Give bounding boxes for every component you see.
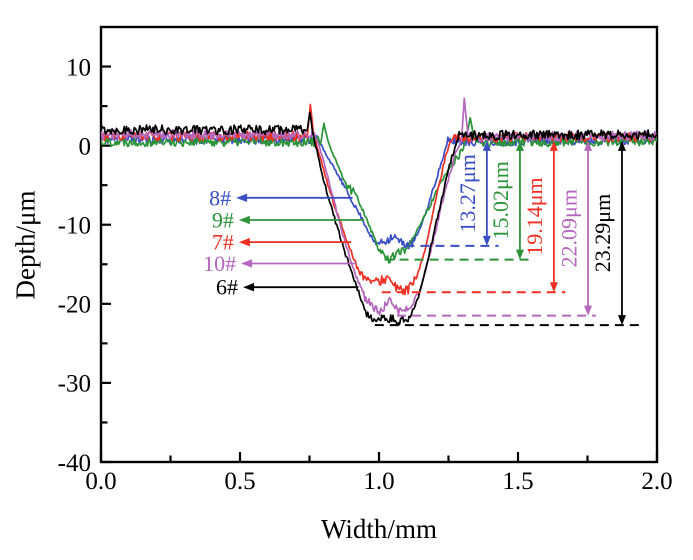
- x-tick-label: 0.5: [224, 468, 255, 495]
- y-tick-label: -20: [58, 292, 91, 319]
- series-callout-7: 7#: [212, 230, 352, 255]
- measure-arrow-head-up: [617, 140, 626, 151]
- depth-value-label: 13.27μm: [455, 154, 480, 232]
- measure-arrow-head-up: [549, 140, 558, 151]
- axis-ticks: [99, 65, 659, 464]
- depth-value-label: 22.09μm: [556, 189, 581, 267]
- series-label: 9#: [212, 207, 234, 232]
- y-tick-label: 0: [79, 133, 92, 160]
- x-tick-label: 2.0: [641, 468, 672, 495]
- depth-annotation-6: 23.29μm: [374, 140, 645, 327]
- depth-annotation-8: 13.27μm: [405, 140, 499, 247]
- series-callout-6: 6#: [216, 275, 359, 300]
- x-tick-label: 0.0: [85, 468, 116, 495]
- y-axis-title: Depth/μm: [10, 190, 41, 300]
- x-axis-title: Width/mm: [321, 514, 437, 544]
- callout-arrow-head-left: [243, 283, 255, 292]
- callout-arrow-head-left: [238, 215, 250, 225]
- y-tick-label: -30: [58, 371, 91, 398]
- depth-annotation-10: 22.09μm: [397, 140, 596, 317]
- measure-arrow-head-down: [549, 282, 558, 293]
- callout-arrow-head-left: [241, 259, 253, 268]
- callout-arrow-head-left: [236, 193, 248, 203]
- y-tick-label: -40: [58, 450, 91, 477]
- series-callout-8: 8#: [209, 185, 353, 210]
- trace-9: [101, 116, 657, 264]
- series-label: 8#: [209, 185, 231, 210]
- series-label: 6#: [216, 275, 238, 300]
- series-callout-10: 10#: [203, 251, 357, 276]
- series-label: 10#: [203, 251, 236, 276]
- measure-arrow-head-down: [584, 305, 593, 316]
- trace-6: [101, 111, 657, 326]
- measure-arrow-head-up: [584, 140, 593, 151]
- x-tick-label: 1.0: [363, 468, 394, 495]
- measure-arrow-head-down: [482, 235, 491, 246]
- measure-arrow-head-down: [515, 249, 524, 260]
- callout-arrow-head-left: [238, 237, 250, 247]
- series-callout-9: 9#: [212, 207, 365, 232]
- measure-arrow-head-up: [515, 140, 524, 151]
- x-tick-label: 1.5: [502, 468, 533, 495]
- depth-annotation-9: 15.02μm: [384, 140, 535, 261]
- depth-value-label: 19.14μm: [522, 177, 547, 255]
- y-tick-label: -10: [58, 212, 91, 239]
- series-traces: [101, 97, 657, 326]
- depth-annotation-7: 19.14μm: [381, 140, 566, 294]
- measure-arrow-head-up: [482, 140, 491, 151]
- depth-value-label: 15.02μm: [488, 161, 513, 239]
- y-tick-label: 10: [66, 54, 91, 81]
- depth-value-label: 23.29μm: [590, 194, 615, 272]
- measure-arrow-head-down: [617, 315, 626, 326]
- series-label: 7#: [212, 230, 234, 255]
